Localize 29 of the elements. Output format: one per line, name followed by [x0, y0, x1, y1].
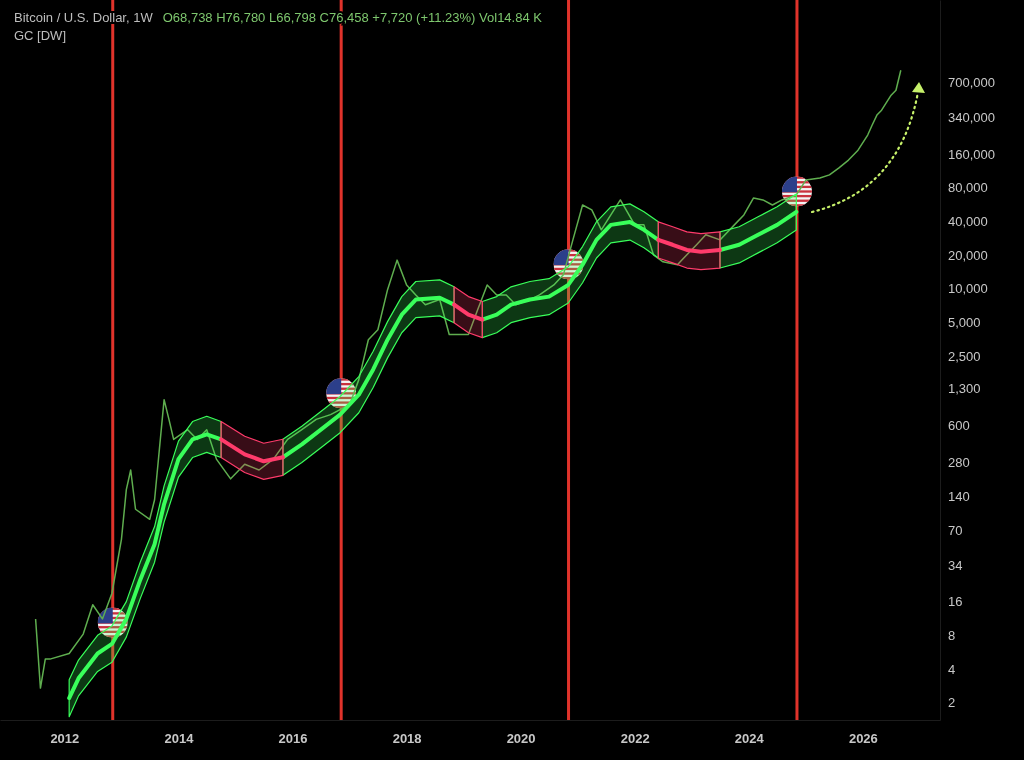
x-tick-label: 2022	[620, 731, 650, 747]
y-tick-label: 34	[948, 557, 963, 573]
y-tick-label: 1,300	[948, 380, 981, 396]
text: GC [DW]	[14, 28, 66, 43]
y-tick-label: 8	[948, 627, 956, 643]
y-tick-label: 4	[948, 661, 956, 677]
x-tick-label: 2014	[164, 731, 195, 747]
y-tick-label: 80,000	[948, 180, 988, 196]
y-tick-label: 700,000	[948, 74, 995, 90]
y-tick-label: 340,000	[948, 109, 995, 125]
y-tick-label: 5,000	[948, 315, 981, 331]
line-series	[34, 69, 902, 689]
y-tick-label: 2	[948, 695, 956, 711]
y-tick-label: 600	[948, 418, 970, 434]
y-tick-label: 20,000	[948, 247, 988, 263]
x-tick-label: 2018	[392, 731, 422, 747]
y-tick-label: 2,500	[948, 348, 981, 364]
y-tick-label: 160,000	[948, 146, 995, 162]
y-tick-label: 140	[948, 488, 970, 504]
x-tick-label: 2026	[848, 731, 878, 747]
y-tick-label: 280	[948, 455, 970, 471]
x-tick-label: 2024	[734, 731, 765, 747]
x-tick-label: 2016	[278, 731, 308, 747]
y-tick-label: 10,000	[948, 281, 988, 297]
x-tick-label: 2020	[506, 731, 536, 747]
y-tick-label: 70	[948, 522, 963, 538]
x-tick-label: 2012	[50, 731, 80, 747]
y-tick-label: 16	[948, 594, 963, 610]
y-tick-label: 40,000	[948, 213, 988, 229]
